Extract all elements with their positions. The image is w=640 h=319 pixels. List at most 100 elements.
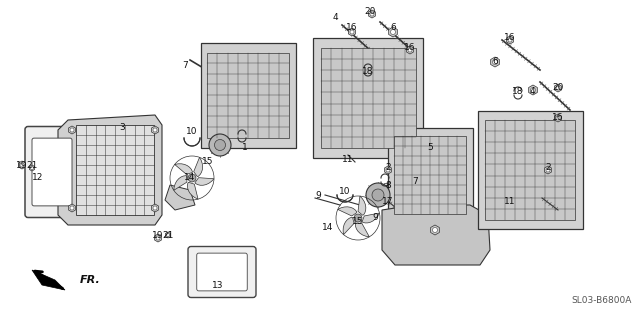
Polygon shape xyxy=(358,196,366,215)
Circle shape xyxy=(153,206,157,210)
Text: 9: 9 xyxy=(315,190,321,199)
Polygon shape xyxy=(529,85,538,95)
Polygon shape xyxy=(165,185,195,210)
Text: 21: 21 xyxy=(163,231,173,240)
FancyBboxPatch shape xyxy=(188,247,256,298)
Polygon shape xyxy=(406,46,413,54)
Text: 15: 15 xyxy=(202,158,214,167)
Text: 20: 20 xyxy=(364,8,376,17)
Circle shape xyxy=(556,116,560,120)
Circle shape xyxy=(20,163,24,167)
Bar xyxy=(207,53,289,137)
Circle shape xyxy=(188,174,196,182)
Text: 21: 21 xyxy=(26,160,38,169)
Text: 6: 6 xyxy=(390,24,396,33)
Circle shape xyxy=(70,206,74,210)
Circle shape xyxy=(31,167,33,169)
Bar xyxy=(200,42,296,147)
Text: SL03-B6800A: SL03-B6800A xyxy=(572,296,632,305)
Polygon shape xyxy=(431,225,439,235)
Text: 1: 1 xyxy=(242,144,248,152)
Circle shape xyxy=(408,48,412,52)
Circle shape xyxy=(386,168,390,172)
Circle shape xyxy=(372,189,384,201)
Polygon shape xyxy=(385,166,392,174)
Circle shape xyxy=(493,60,497,64)
Polygon shape xyxy=(194,157,203,177)
Polygon shape xyxy=(68,126,76,134)
Bar xyxy=(76,125,154,215)
Polygon shape xyxy=(338,207,357,216)
Text: 8: 8 xyxy=(385,181,391,189)
Polygon shape xyxy=(382,205,490,265)
Bar xyxy=(313,38,423,158)
Text: 12: 12 xyxy=(32,174,44,182)
Bar xyxy=(477,111,582,229)
Circle shape xyxy=(390,29,396,34)
Circle shape xyxy=(350,30,354,34)
Circle shape xyxy=(325,55,411,141)
Polygon shape xyxy=(491,57,499,67)
Text: 18: 18 xyxy=(512,87,524,97)
Polygon shape xyxy=(188,182,198,199)
Bar xyxy=(394,136,466,214)
Polygon shape xyxy=(68,204,76,212)
Text: 4: 4 xyxy=(529,87,535,97)
Text: 19: 19 xyxy=(152,231,164,240)
Circle shape xyxy=(433,227,438,233)
Circle shape xyxy=(156,236,160,240)
Bar xyxy=(387,128,472,222)
Polygon shape xyxy=(388,27,397,37)
Text: 20: 20 xyxy=(552,84,564,93)
Text: 7: 7 xyxy=(182,61,188,70)
FancyBboxPatch shape xyxy=(196,253,247,291)
Circle shape xyxy=(398,143,462,207)
Text: 16: 16 xyxy=(504,33,516,42)
Bar xyxy=(485,120,575,220)
Bar xyxy=(321,48,415,148)
Polygon shape xyxy=(165,232,171,238)
Circle shape xyxy=(488,128,572,212)
Polygon shape xyxy=(554,84,561,92)
Polygon shape xyxy=(175,164,193,174)
Bar xyxy=(384,183,392,187)
Circle shape xyxy=(556,86,560,90)
FancyBboxPatch shape xyxy=(32,138,72,206)
Circle shape xyxy=(153,128,157,132)
Text: 11: 11 xyxy=(342,155,354,165)
Polygon shape xyxy=(355,223,369,237)
Text: 16: 16 xyxy=(552,114,564,122)
Text: 5: 5 xyxy=(427,144,433,152)
Text: 13: 13 xyxy=(212,280,224,290)
Text: 17: 17 xyxy=(382,197,394,206)
Circle shape xyxy=(370,12,374,16)
Text: 2: 2 xyxy=(545,164,551,173)
Polygon shape xyxy=(174,176,187,190)
Text: 10: 10 xyxy=(186,128,198,137)
Text: 18: 18 xyxy=(362,68,374,77)
Circle shape xyxy=(354,214,362,222)
Polygon shape xyxy=(545,166,552,174)
Circle shape xyxy=(209,134,231,156)
Circle shape xyxy=(546,168,550,172)
Circle shape xyxy=(70,128,74,132)
Polygon shape xyxy=(506,36,513,44)
Bar xyxy=(544,183,552,187)
Text: 3: 3 xyxy=(119,123,125,132)
Circle shape xyxy=(531,87,536,93)
Text: 9: 9 xyxy=(372,213,378,222)
Text: 19: 19 xyxy=(16,160,28,169)
Circle shape xyxy=(211,58,285,132)
Polygon shape xyxy=(369,10,376,18)
Polygon shape xyxy=(152,126,159,134)
Text: 10: 10 xyxy=(339,188,351,197)
Polygon shape xyxy=(19,161,26,169)
Circle shape xyxy=(214,139,225,151)
Text: 14: 14 xyxy=(323,224,333,233)
Text: 11: 11 xyxy=(504,197,516,206)
Circle shape xyxy=(508,38,512,42)
FancyBboxPatch shape xyxy=(25,127,79,218)
Text: 16: 16 xyxy=(404,43,416,53)
Polygon shape xyxy=(195,178,214,185)
Text: 15: 15 xyxy=(352,218,364,226)
